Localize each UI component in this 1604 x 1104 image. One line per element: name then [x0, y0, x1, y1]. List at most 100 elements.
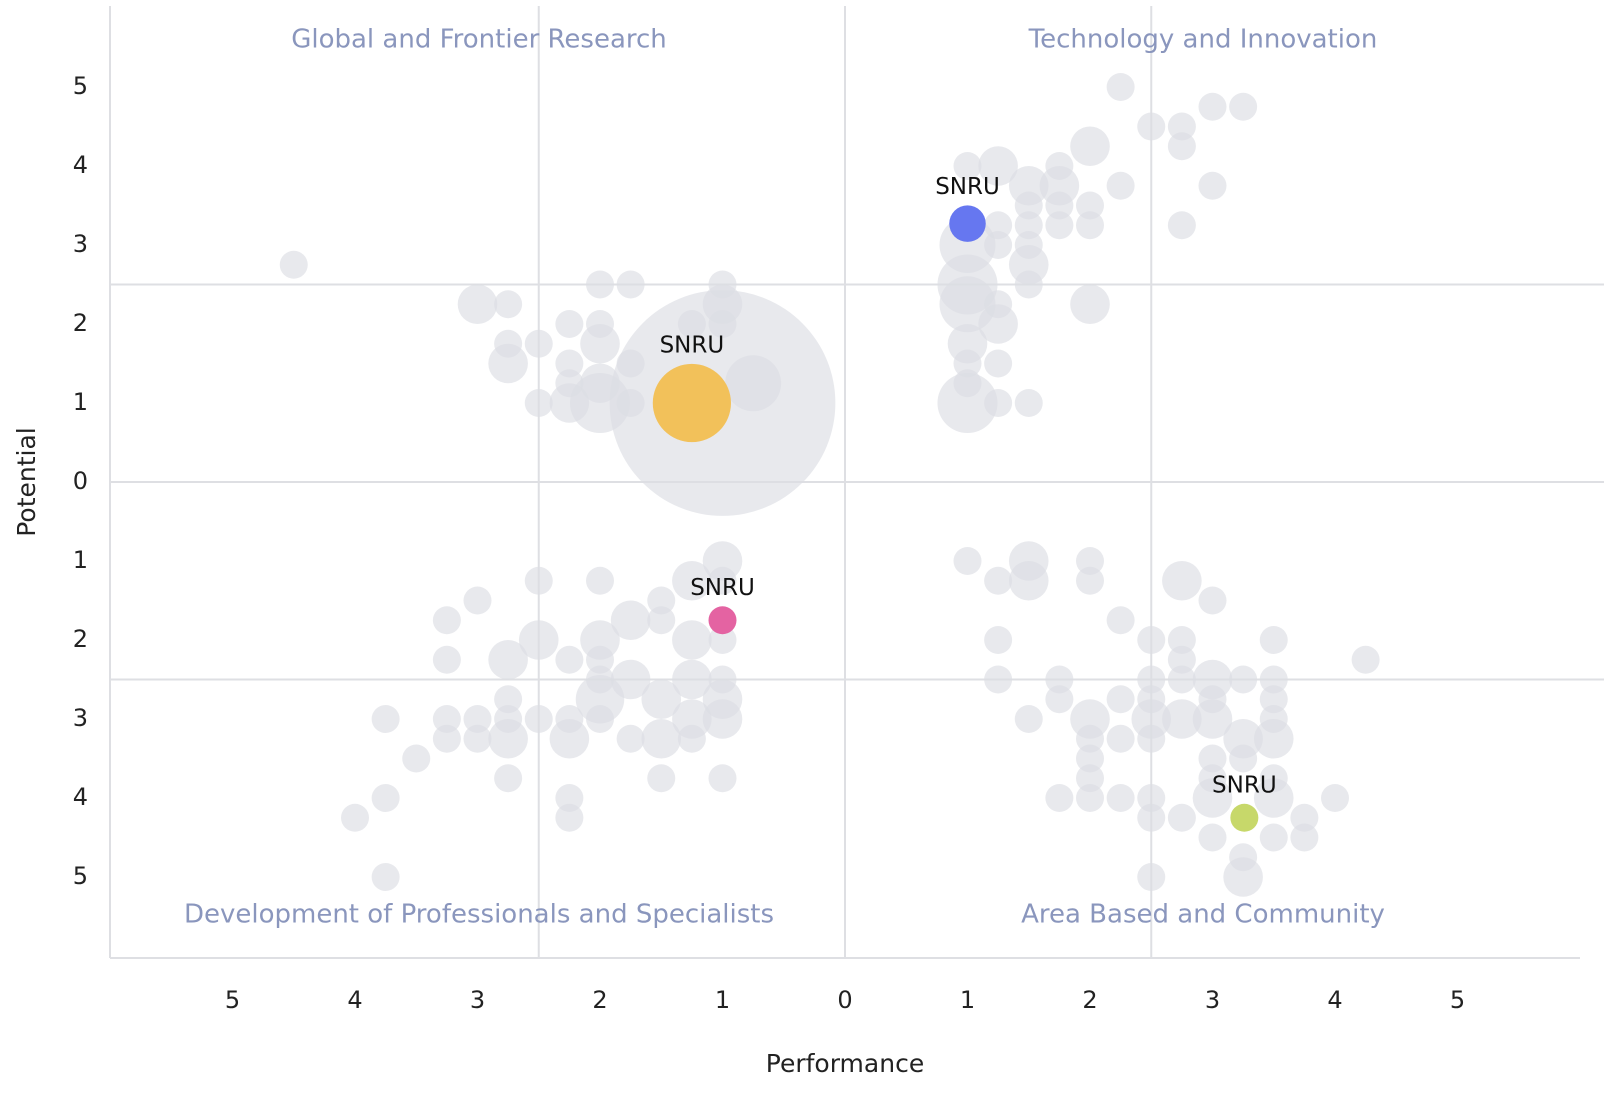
- bubble: [488, 718, 528, 759]
- bubble: [1106, 685, 1135, 714]
- bubble: [555, 784, 584, 812]
- bubble: [457, 284, 498, 325]
- bubble: [616, 349, 645, 378]
- bubble: [1229, 744, 1258, 773]
- bubble: [549, 718, 590, 759]
- bubble: [1223, 857, 1263, 897]
- bubble: [1167, 645, 1196, 674]
- bubble: [1106, 606, 1135, 635]
- bubble: [402, 744, 431, 773]
- bubble: [432, 606, 461, 635]
- point-label: SNRU: [1212, 772, 1277, 798]
- bubble: [708, 310, 737, 338]
- bubble: [984, 389, 1013, 417]
- y-tick-label: 1: [73, 546, 88, 574]
- bubble: [1045, 665, 1074, 694]
- bubble: [1106, 73, 1135, 101]
- bubble: [1290, 803, 1319, 832]
- bubble: [702, 699, 743, 739]
- bubble: [937, 372, 998, 434]
- bubble: [580, 323, 620, 364]
- bubble: [1014, 389, 1043, 417]
- bubble: [488, 639, 528, 680]
- bubble: [569, 372, 631, 434]
- bubble: [488, 343, 528, 384]
- quadrant-label: Global and Frontier Research: [291, 25, 667, 55]
- bubble: [371, 863, 400, 891]
- bubble: [1259, 823, 1288, 852]
- bubble: [1045, 685, 1074, 714]
- bubble: [1167, 803, 1196, 832]
- bubble: [518, 620, 559, 660]
- bubble: [1137, 626, 1166, 654]
- x-tick-label: 3: [470, 986, 485, 1014]
- bubble: [1229, 665, 1258, 694]
- bubble: [463, 724, 492, 753]
- bubble: [1198, 823, 1227, 852]
- bubble: [586, 566, 614, 595]
- bubble: [953, 152, 982, 180]
- x-tick-label: 2: [1082, 986, 1097, 1014]
- bubble: [494, 290, 523, 319]
- y-tick-label: 4: [73, 151, 88, 179]
- bubble: [1259, 626, 1288, 654]
- bubble: [1253, 718, 1294, 759]
- bubble: [1045, 211, 1074, 240]
- quadrant-label: Development of Professionals and Special…: [184, 900, 774, 930]
- bubble: [1290, 823, 1319, 852]
- x-tick-label: 1: [715, 986, 730, 1014]
- y-tick-label: 0: [73, 467, 88, 495]
- bubble: [984, 566, 1013, 595]
- bubble: [641, 679, 682, 720]
- bubble: [575, 675, 625, 724]
- bubble: [610, 600, 651, 641]
- bubble: [1192, 699, 1233, 739]
- bubble: [463, 705, 492, 733]
- bubble: [341, 803, 369, 832]
- x-tick-label: 4: [347, 986, 362, 1014]
- bubble: [1198, 171, 1227, 200]
- bubble: [978, 304, 1018, 344]
- point-label: SNRU: [690, 575, 755, 601]
- bubble: [1014, 191, 1043, 220]
- bubble: [463, 586, 492, 615]
- bubble: [586, 705, 614, 733]
- bubble: [984, 665, 1013, 694]
- bubble: [524, 705, 553, 733]
- bubble: [1229, 92, 1258, 121]
- x-axis-title: Performance: [766, 1049, 924, 1078]
- bubble: [1253, 778, 1294, 818]
- x-tick-label: 5: [225, 986, 240, 1014]
- bubble: [616, 389, 645, 417]
- bubble: [616, 724, 645, 753]
- bubble: [586, 645, 614, 674]
- bubble: [1008, 560, 1049, 601]
- bubble: [1045, 191, 1074, 220]
- bubble: [725, 355, 782, 412]
- bubble: [1167, 132, 1196, 161]
- bubble: [641, 718, 682, 759]
- bubbles: [279, 73, 1380, 897]
- bubble: [524, 389, 553, 417]
- y-axis-title: Potential: [12, 427, 41, 537]
- bubble: [494, 764, 523, 793]
- point-label: SNRU: [660, 332, 725, 358]
- bubble: [647, 586, 676, 615]
- bubble: [1137, 863, 1166, 891]
- bubble: [1167, 626, 1196, 654]
- bubble: [1076, 547, 1104, 575]
- bubble: [1137, 724, 1166, 753]
- bubble: [432, 645, 461, 674]
- quadrant-label: Area Based and Community: [1021, 900, 1385, 930]
- bubble: [708, 626, 737, 654]
- bubble: [1070, 284, 1110, 325]
- bubble: [1106, 171, 1135, 200]
- bubble: [432, 724, 461, 753]
- bubble: [1045, 784, 1074, 812]
- bubble: [647, 764, 676, 793]
- bubble: [1162, 560, 1202, 601]
- bubble: [953, 547, 982, 575]
- bubble: [1076, 191, 1104, 220]
- highlight-bubble: [1230, 803, 1259, 832]
- bubble: [978, 146, 1018, 186]
